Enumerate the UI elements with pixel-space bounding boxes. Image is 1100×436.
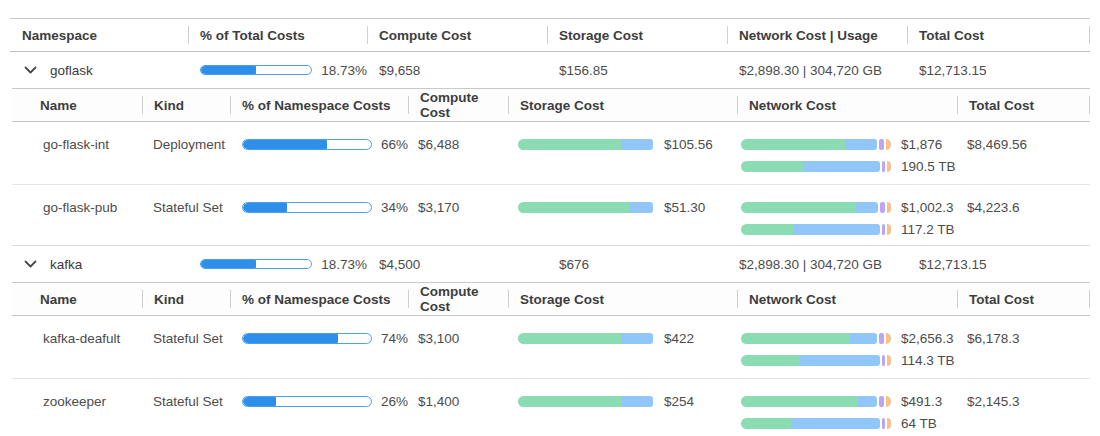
total-costs-pct-bar bbox=[200, 65, 312, 75]
column-header-total-cost: Total Cost bbox=[957, 89, 1090, 121]
network-usage-value: 114.3 TB bbox=[901, 353, 955, 368]
namespace-name: kafka bbox=[50, 257, 82, 272]
storage-cost-value: $254 bbox=[664, 394, 694, 409]
network-cost-value: $1,002.3 bbox=[901, 200, 954, 215]
column-header-compute-cost: Compute Cost bbox=[367, 19, 547, 51]
namespace-costs-pct-bar bbox=[242, 139, 372, 150]
workload-kind: Stateful Set bbox=[142, 394, 230, 409]
compute-cost-value: $4,500 bbox=[367, 257, 547, 272]
namespace-row-goflask[interactable]: goflask 18.73% $9,658 $156.85 $2,898.30 … bbox=[10, 52, 1090, 88]
network-usage-value: 64 TB bbox=[901, 416, 937, 431]
column-header-name: Name bbox=[12, 283, 142, 315]
total-costs-pct-value: 18.73% bbox=[321, 257, 367, 272]
compute-cost-value: $3,100 bbox=[408, 331, 508, 346]
network-usage-value: 190.5 TB bbox=[901, 159, 956, 174]
cost-table-page: Namespace % of Total Costs Compute Cost … bbox=[0, 0, 1100, 436]
column-header-network-cost: Network Cost bbox=[737, 283, 957, 315]
compute-cost-value: $9,658 bbox=[367, 63, 547, 78]
workload-name: go-flask-pub bbox=[12, 200, 142, 215]
workload-row-go-flask-pub: go-flask-pub Stateful Set 34% $3,170 $51… bbox=[12, 184, 1090, 246]
network-usage-bar bbox=[741, 161, 891, 172]
workload-row-kafka-deafult: kafka-deafult Stateful Set 74% $3,100 $4… bbox=[12, 316, 1090, 378]
workload-name: kafka-deafult bbox=[12, 331, 142, 346]
namespace-table-header: Namespace % of Total Costs Compute Cost … bbox=[10, 18, 1090, 52]
workload-table-header: Name Kind % of Namespace Costs Compute C… bbox=[12, 88, 1090, 122]
column-header-compute-cost: Compute Cost bbox=[408, 283, 508, 315]
storage-cost-value: $105.56 bbox=[664, 137, 713, 152]
compute-cost-value: $3,170 bbox=[408, 200, 508, 215]
total-costs-pct-value: 18.73% bbox=[321, 63, 367, 78]
total-cost-value: $2,145.3 bbox=[957, 394, 1090, 409]
storage-cost-bar bbox=[518, 202, 653, 213]
namespace-cost-table: Namespace % of Total Costs Compute Cost … bbox=[10, 18, 1090, 436]
compute-cost-value: $6,488 bbox=[408, 137, 508, 152]
column-header-pct-total-costs: % of Total Costs bbox=[188, 19, 367, 51]
namespace-costs-pct-bar bbox=[242, 333, 372, 344]
network-cost-usage-value: $2,898.30 | 304,720 GB bbox=[727, 257, 907, 272]
column-header-storage-cost: Storage Cost bbox=[508, 89, 737, 121]
storage-cost-value: $676 bbox=[547, 257, 727, 272]
namespace-costs-pct-value: 26% bbox=[381, 394, 408, 409]
workload-name: zookeeper bbox=[12, 394, 142, 409]
total-cost-value: $12,713.15 bbox=[907, 63, 1090, 78]
column-header-compute-cost: Compute Cost bbox=[408, 89, 508, 121]
total-cost-value: $6,178.3 bbox=[957, 331, 1090, 346]
column-header-kind: Kind bbox=[142, 283, 230, 315]
network-cost-bar bbox=[741, 202, 891, 213]
workload-table-header: Name Kind % of Namespace Costs Compute C… bbox=[12, 282, 1090, 316]
network-cost-bar bbox=[741, 396, 891, 407]
storage-cost-bar bbox=[518, 139, 653, 150]
namespace-costs-pct-value: 66% bbox=[381, 137, 408, 152]
column-header-pct-namespace-costs: % of Namespace Costs bbox=[230, 89, 408, 121]
column-header-network-cost-usage: Network Cost | Usage bbox=[727, 19, 907, 51]
storage-cost-value: $422 bbox=[664, 331, 694, 346]
namespace-costs-pct-value: 74% bbox=[381, 331, 408, 346]
storage-cost-bar bbox=[518, 396, 653, 407]
workload-row-go-flask-int: go-flask-int Deployment 66% $6,488 $105.… bbox=[12, 122, 1090, 184]
network-cost-bar bbox=[741, 139, 891, 150]
column-header-storage-cost: Storage Cost bbox=[508, 283, 737, 315]
chevron-down-icon[interactable] bbox=[24, 260, 37, 269]
network-cost-value: $491.3 bbox=[901, 394, 942, 409]
total-costs-pct-bar bbox=[200, 259, 312, 269]
total-cost-value: $8,469.56 bbox=[957, 137, 1090, 152]
column-header-namespace: Namespace bbox=[10, 19, 188, 51]
network-usage-bar bbox=[741, 418, 891, 429]
chevron-down-icon[interactable] bbox=[24, 66, 37, 75]
network-cost-value: $1,876 bbox=[901, 137, 942, 152]
workload-table-kafka: Name Kind % of Namespace Costs Compute C… bbox=[12, 282, 1090, 436]
network-usage-bar bbox=[741, 224, 891, 235]
network-cost-bar bbox=[741, 333, 891, 344]
namespace-costs-pct-value: 34% bbox=[381, 200, 408, 215]
column-header-kind: Kind bbox=[142, 89, 230, 121]
total-cost-value: $12,713.15 bbox=[907, 257, 1090, 272]
column-header-name: Name bbox=[12, 89, 142, 121]
workload-row-zookeeper: zookeeper Stateful Set 26% $1,400 $254 bbox=[12, 378, 1090, 436]
column-header-pct-namespace-costs: % of Namespace Costs bbox=[230, 283, 408, 315]
column-header-network-cost: Network Cost bbox=[737, 89, 957, 121]
workload-name: go-flask-int bbox=[12, 137, 142, 152]
compute-cost-value: $1,400 bbox=[408, 394, 508, 409]
workload-table-goflask: Name Kind % of Namespace Costs Compute C… bbox=[12, 88, 1090, 246]
workload-kind: Deployment bbox=[142, 137, 230, 152]
column-header-total-cost: Total Cost bbox=[907, 19, 1090, 51]
namespace-costs-pct-bar bbox=[242, 202, 372, 213]
storage-cost-bar bbox=[518, 333, 653, 344]
namespace-name: goflask bbox=[50, 63, 93, 78]
column-header-storage-cost: Storage Cost bbox=[547, 19, 727, 51]
workload-kind: Stateful Set bbox=[142, 200, 230, 215]
storage-cost-value: $51.30 bbox=[664, 200, 705, 215]
namespace-costs-pct-bar bbox=[242, 396, 372, 407]
network-usage-bar bbox=[741, 355, 891, 366]
network-usage-value: 117.2 TB bbox=[901, 222, 955, 237]
storage-cost-value: $156.85 bbox=[547, 63, 727, 78]
namespace-row-kafka[interactable]: kafka 18.73% $4,500 $676 $2,898.30 | 304… bbox=[10, 246, 1090, 282]
workload-kind: Stateful Set bbox=[142, 331, 230, 346]
network-cost-usage-value: $2,898.30 | 304,720 GB bbox=[727, 63, 907, 78]
total-cost-value: $4,223.6 bbox=[957, 200, 1090, 215]
column-header-total-cost: Total Cost bbox=[957, 283, 1090, 315]
network-cost-value: $2,656.3 bbox=[901, 331, 954, 346]
